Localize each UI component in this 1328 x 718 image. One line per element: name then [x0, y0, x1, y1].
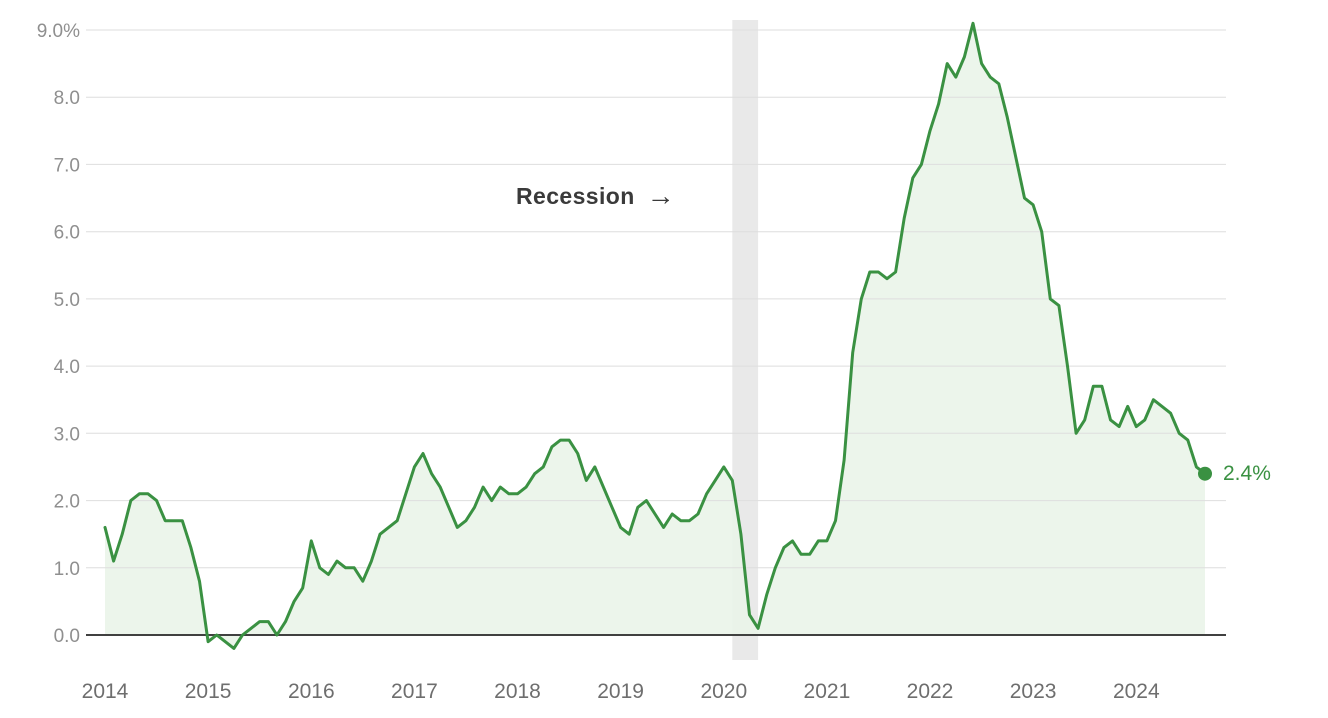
y-axis-tick-label: 0.0 [54, 626, 80, 647]
x-axis-tick-label: 2014 [82, 680, 129, 703]
x-axis-tick-label: 2020 [700, 680, 747, 703]
x-axis-tick-label: 2021 [804, 680, 851, 703]
x-axis-tick-label: 2022 [907, 680, 954, 703]
recession-annotation-label: Recession [516, 183, 635, 209]
x-axis-tick-label: 2019 [597, 680, 644, 703]
y-axis-tick-label: 7.0 [54, 155, 80, 176]
x-axis-tick-label: 2023 [1010, 680, 1057, 703]
x-axis-tick-label: 2017 [391, 680, 438, 703]
y-axis-tick-label: 3.0 [54, 424, 80, 445]
y-axis-tick-label: 2.0 [54, 492, 80, 513]
right-arrow-icon: → [646, 179, 675, 211]
y-axis-tick-label: 5.0 [54, 290, 80, 311]
x-axis-tick-label: 2024 [1113, 680, 1160, 703]
area-fill [105, 23, 1205, 649]
y-axis-tick-label: 8.0 [54, 88, 80, 109]
y-axis-tick-label: 4.0 [54, 357, 80, 378]
x-axis-tick-label: 2015 [185, 680, 232, 703]
inflation-line [103, 21, 1207, 650]
latest-value-label: 2.4% [1223, 462, 1271, 485]
x-axis-tick-label: 2018 [494, 680, 541, 703]
y-axis-tick-label: 6.0 [54, 223, 80, 244]
y-axis-tick-label: 1.0 [54, 559, 80, 580]
recession-annotation: Recession → [516, 179, 675, 211]
x-axis-tick-label: 2016 [288, 680, 335, 703]
end-point-dot [1198, 466, 1212, 481]
y-axis-tick-label: 9.0% [37, 21, 80, 42]
